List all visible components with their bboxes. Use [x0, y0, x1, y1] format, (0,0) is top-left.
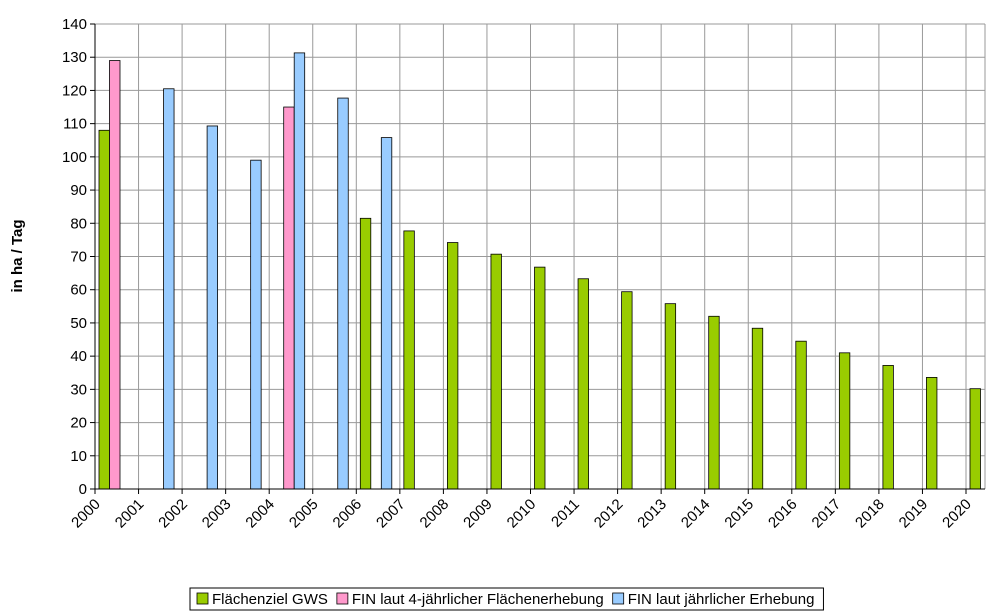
legend-label: FIN laut 4-jährlicher Flächenerhebung [352, 591, 604, 608]
x-tick-label: 2004 [242, 496, 278, 532]
bar [795, 340, 807, 490]
y-tick-label: 120 [62, 82, 87, 99]
y-tick-label: 30 [70, 381, 87, 398]
legend-label: FIN laut jährlicher Erhebung [628, 591, 815, 608]
bar [664, 303, 677, 490]
bar [708, 315, 720, 490]
x-tick-label: 2020 [939, 496, 975, 532]
x-tick-label: 2002 [155, 496, 191, 532]
y-tick-label: 60 [70, 282, 87, 299]
bar [838, 352, 851, 490]
y-tick-label: 10 [70, 448, 87, 465]
x-tick-label: 2014 [678, 496, 714, 532]
x-tick-label: 2000 [68, 496, 104, 532]
bar [293, 52, 306, 490]
y-tick-label: 130 [62, 49, 87, 66]
y-tick-label: 90 [70, 182, 87, 199]
bar [250, 159, 262, 490]
y-tick-label: 20 [70, 415, 87, 432]
legend: Flächenziel GWS FIN laut 4-jährlicher Flä… [189, 587, 824, 611]
legend-box [189, 587, 824, 611]
bar [206, 125, 219, 490]
x-tick-label: 2003 [199, 496, 235, 532]
x-tick-label: 2013 [634, 496, 670, 532]
bar [163, 88, 175, 490]
legend-swatch [196, 592, 209, 605]
x-tick-label: 2006 [330, 496, 366, 532]
y-tick-label: 140 [62, 16, 87, 33]
x-tick-label: 2011 [548, 496, 583, 531]
x-tick-label: 2010 [504, 496, 540, 532]
bar [534, 266, 546, 490]
bar [109, 60, 121, 490]
bar [403, 230, 415, 490]
bar [969, 388, 981, 490]
x-tick-label: 2015 [721, 496, 757, 532]
bar [337, 97, 349, 490]
legend-swatch [612, 592, 625, 605]
bar [490, 253, 502, 490]
bar [98, 129, 110, 490]
bar [446, 242, 459, 490]
bar [577, 278, 589, 490]
y-tick-label: 110 [63, 116, 87, 133]
x-tick-label: 2001 [112, 496, 148, 532]
x-tick-label: 2008 [417, 496, 453, 532]
y-tick-label: 50 [70, 315, 87, 332]
x-tick-label: 2007 [373, 496, 409, 532]
y-tick-label: 80 [70, 215, 87, 232]
y-tick-label: 70 [70, 249, 87, 266]
bar [882, 365, 894, 490]
bar [359, 217, 372, 490]
legend-swatch [336, 592, 349, 605]
bar [621, 291, 633, 490]
y-tick-label: 40 [70, 348, 87, 365]
x-tick-label: 2012 [591, 496, 627, 532]
x-tick-label: 2019 [896, 496, 932, 532]
x-tick-label: 2009 [460, 496, 496, 532]
bar [283, 106, 295, 490]
legend-label: Flächenziel GWS [212, 591, 328, 608]
y-tick-label: 0 [79, 481, 87, 498]
y-axis-label: in ha / Tag [9, 219, 26, 292]
x-tick-label: 2017 [809, 496, 845, 532]
bar [751, 327, 764, 490]
x-tick-label: 2005 [286, 496, 322, 532]
bar [380, 137, 393, 490]
x-tick-label: 2018 [852, 496, 888, 532]
y-tick-label: 100 [62, 149, 87, 166]
bar [926, 376, 938, 490]
x-tick-label: 2016 [765, 496, 801, 532]
